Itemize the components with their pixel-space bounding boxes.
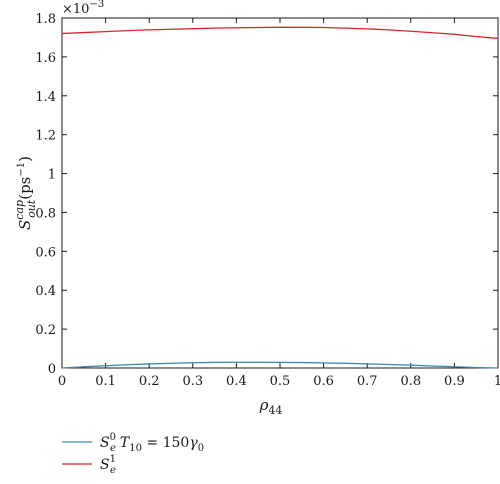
y-axis-title: Scapout(ps−1) xyxy=(13,156,38,230)
plot-frame xyxy=(61,17,499,369)
x-tick-label: 0 xyxy=(58,374,66,389)
x-tick-label: 0.1 xyxy=(95,374,116,389)
y-tick-label: 1.4 xyxy=(35,90,56,105)
x-tick-label: 0.9 xyxy=(444,374,465,389)
x-tick-label: 0.8 xyxy=(400,374,421,389)
x-tick-label: 0.5 xyxy=(270,374,291,389)
series-layer xyxy=(61,26,499,369)
y-tick-label: 1.2 xyxy=(35,129,56,144)
y-axis-ticks: 0 0.2 0.4 0.6 0.8 1 1.2 1.4 1.6 1.8 xyxy=(35,12,498,377)
y-tick-label: 1.6 xyxy=(35,51,56,66)
x-tick-label: 0.4 xyxy=(226,374,247,389)
x-axis-ticks: 0 0.1 0.2 0.3 0.4 0.5 0.6 0.7 0.8 0.9 1 xyxy=(58,18,500,389)
y-axis-multiplier: ×10−3 xyxy=(62,0,104,17)
x-tick-label: 1 xyxy=(494,374,500,389)
y-tick-label: 0.6 xyxy=(35,245,56,260)
legend: S0 e T10 = 150γ0 S1 e xyxy=(62,432,204,476)
y-tick-label: 1.8 xyxy=(35,12,56,27)
y-tick-label: 0.4 xyxy=(35,284,56,299)
y-tick-label: 0.2 xyxy=(35,323,56,338)
legend-label-0: S0 e T10 = 150γ0 xyxy=(100,432,204,454)
x-tick-label: 0.6 xyxy=(313,374,334,389)
series-line-blue xyxy=(61,361,499,369)
x-axis-title: ρ44 xyxy=(259,396,283,417)
x-tick-label: 0.3 xyxy=(182,374,203,389)
series-line-red xyxy=(61,26,499,40)
x-tick-label: 0.7 xyxy=(357,374,378,389)
y-tick-label: 1 xyxy=(48,168,56,183)
x-tick-label: 0.2 xyxy=(139,374,160,389)
y-tick-label: 0.8 xyxy=(35,206,56,221)
legend-label-1: S1 e xyxy=(100,454,116,476)
y-tick-label: 0 xyxy=(48,362,56,377)
